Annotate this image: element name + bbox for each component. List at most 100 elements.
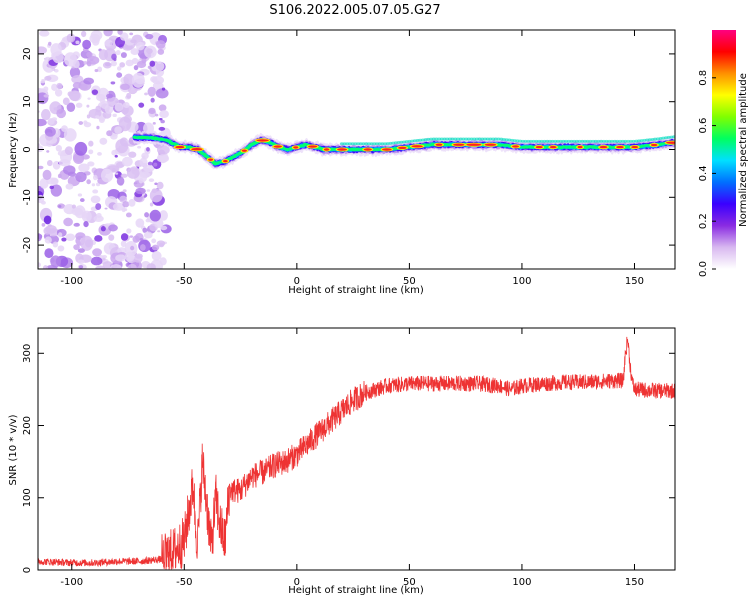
noise-blob <box>146 147 150 152</box>
colorbar-tick-label: 0.8 <box>698 70 709 86</box>
ridge-peak <box>337 148 348 151</box>
noise-blob <box>106 130 113 137</box>
ridge-peak <box>175 145 185 149</box>
noise-blob <box>80 235 94 251</box>
x-tick-label: 0 <box>294 577 300 588</box>
noise-blob <box>102 257 106 261</box>
noise-blob <box>149 202 154 207</box>
noise-blob <box>66 102 76 113</box>
noise-blob <box>126 92 132 99</box>
noise-blob <box>102 261 113 269</box>
spectrogram-x-ticks: -100 -50 0 50 100 150 <box>60 30 644 287</box>
noise-blob <box>120 52 127 58</box>
noise-blob <box>153 162 158 167</box>
noise-blob <box>145 33 154 40</box>
noise-blob <box>95 265 106 269</box>
noise-blob <box>46 150 50 153</box>
noise-blob <box>129 32 134 36</box>
noise-blob <box>83 221 89 228</box>
ridge-peak <box>650 143 658 147</box>
colorbar-tick-label: 0.2 <box>698 213 709 229</box>
noise-blob <box>99 137 108 145</box>
noise-blob <box>115 49 121 56</box>
noise-blob <box>150 76 158 83</box>
noise-blob <box>94 235 103 242</box>
ridge-peak <box>577 145 583 149</box>
x-tick-label: 150 <box>625 577 644 588</box>
noise-blob <box>96 212 102 219</box>
noise-blob <box>44 126 56 137</box>
noise-blob <box>159 210 168 221</box>
noise-blob <box>122 102 130 109</box>
x-tick-label: -50 <box>176 577 192 588</box>
noise-blob <box>71 204 77 209</box>
spectrogram-plot-area <box>38 30 675 269</box>
noise-blob <box>44 236 52 244</box>
snr-panel: -100 -50 0 50 100 150 0 100 200 300 Height of st… <box>8 327 676 596</box>
noise-blob <box>41 223 46 227</box>
noise-blob <box>130 39 137 44</box>
noise-blob <box>63 128 77 142</box>
noise-blob <box>73 222 80 227</box>
x-tick-label: -100 <box>60 276 83 287</box>
noise-blob <box>157 48 165 55</box>
noise-blob <box>120 240 127 248</box>
noise-blob <box>61 237 67 242</box>
x-tick-label: -50 <box>176 276 192 287</box>
noise-blob <box>133 65 139 71</box>
noise-blob <box>45 224 57 234</box>
noise-blob <box>114 102 124 112</box>
noise-blob <box>81 212 89 219</box>
noise-blob <box>108 224 118 232</box>
noise-blob <box>86 104 90 108</box>
noise-blob <box>149 60 156 67</box>
snr-y-label: SNR (10 * v/v) <box>8 414 19 485</box>
noise-blob <box>51 117 58 121</box>
noise-blob <box>121 156 133 167</box>
noise-blob <box>151 188 158 194</box>
noise-blob <box>71 207 84 216</box>
snr-y-ticks: 0 100 200 300 <box>22 344 675 573</box>
noise-blob <box>116 66 122 71</box>
noise-blob <box>156 181 164 190</box>
noise-blob <box>95 203 102 210</box>
noise-blob <box>38 262 41 268</box>
y-tick-label: 0 <box>22 146 33 152</box>
noise-blob <box>130 48 140 55</box>
ridge-peak <box>273 145 283 148</box>
noise-blob <box>130 245 135 251</box>
noise-blob <box>43 215 52 225</box>
noise-blob <box>156 145 170 155</box>
noise-blob <box>83 77 95 85</box>
x-tick-label: 50 <box>403 577 416 588</box>
ridge-peak <box>453 143 465 146</box>
noise-blob <box>75 171 87 183</box>
noise-blob <box>120 173 128 178</box>
noise-blob <box>82 39 92 50</box>
ridge-peak <box>549 145 557 149</box>
noise-blob <box>97 66 103 73</box>
noise-blob <box>38 145 44 153</box>
snr-x-ticks: -100 -50 0 50 100 150 <box>60 328 644 588</box>
noise-blob <box>65 183 74 190</box>
noise-blob <box>100 226 106 232</box>
noise-blob <box>38 143 41 146</box>
noise-blob <box>135 41 145 51</box>
noise-blob <box>74 141 88 156</box>
noise-blob <box>128 198 136 207</box>
noise-blob <box>119 62 126 68</box>
noise-blob <box>90 256 103 266</box>
ridge-peak <box>616 145 624 149</box>
noise-blob <box>51 83 58 91</box>
y-tick-label: 20 <box>22 48 33 61</box>
noise-blob <box>38 165 44 170</box>
colorbar: 0.0 0.2 0.4 0.6 0.8 Normalized spectral ampl… <box>698 30 749 277</box>
noise-blob <box>77 193 83 197</box>
noise-blob <box>144 212 149 218</box>
noise-blob <box>71 75 84 84</box>
noise-blob <box>66 33 76 43</box>
ridge-peak <box>398 146 407 150</box>
snr-plot-area <box>38 336 675 570</box>
noise-blob <box>126 167 140 179</box>
